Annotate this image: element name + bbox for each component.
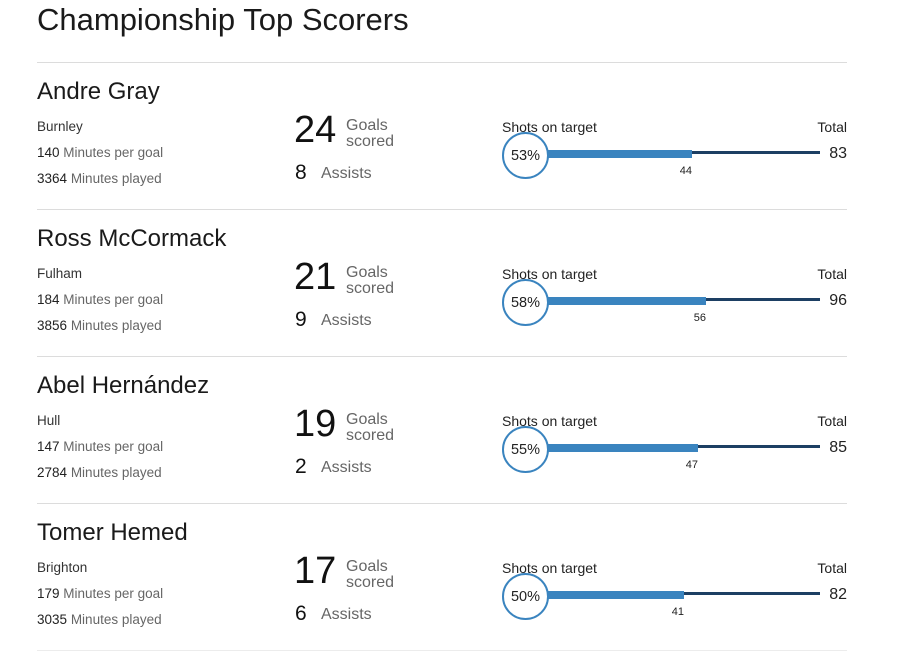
player-club: Brighton [37,560,88,575]
minutes-per-goal: 140 Minutes per goal [37,145,163,160]
minutes-played-label: Minutes played [70,465,162,480]
divider [37,62,847,63]
assists-label: Assists [321,165,372,182]
minutes-played-label: Minutes played [70,171,162,186]
minutes-played-label: Minutes played [70,318,162,333]
shots-on-target-percentage: 58% [502,279,549,326]
shots-total-value: 83 [829,145,847,162]
player-name: Andre Gray [37,78,160,105]
goals-label-line1: Goals [346,558,388,575]
goals-label-line1: Goals [346,117,388,134]
assists-value: 8 [295,161,307,184]
shots-on-target-value: 44 [679,165,692,177]
player-card: Ross McCormack Fulham 184 Minutes per go… [0,210,924,350]
minutes-played: 3856 Minutes played [37,318,162,333]
shots-on-target-value: 41 [671,606,684,618]
goals-label-line1: Goals [346,411,388,428]
goals-label: Goals scored [346,559,406,591]
shots-on-target-percentage: 55% [502,426,549,473]
minutes-per-goal: 147 Minutes per goal [37,439,163,454]
shots-total-bar [548,592,820,595]
total-label: Total [817,560,847,576]
assists-label: Assists [321,606,372,623]
goals-value: 17 [294,550,337,592]
shots-on-target-value: 47 [685,459,698,471]
minutes-played: 2784 Minutes played [37,465,162,480]
shots-on-target-label: Shots on target [502,413,597,429]
minutes-played-value: 3856 [37,318,68,333]
shots-total-value: 85 [829,439,847,456]
total-label: Total [817,413,847,429]
minutes-played-value: 3035 [37,612,68,627]
shots-on-target-bar [548,297,706,305]
minutes-per-goal-value: 140 [37,145,60,160]
player-name: Ross McCormack [37,225,227,252]
player-card: Abel Hernández Hull 147 Minutes per goal… [0,357,924,497]
goals-label-line2: scored [346,574,395,591]
minutes-per-goal: 184 Minutes per goal [37,292,163,307]
minutes-per-goal-label: Minutes per goal [63,586,164,601]
page-title: Championship Top Scorers [37,2,409,37]
shots-total-value: 96 [829,292,847,309]
goals-label-line2: scored [346,280,395,297]
minutes-played: 3035 Minutes played [37,612,162,627]
goals-label: Goals scored [346,412,406,444]
minutes-per-goal-label: Minutes per goal [63,292,164,307]
minutes-played-value: 3364 [37,171,68,186]
minutes-per-goal-value: 147 [37,439,60,454]
minutes-played: 3364 Minutes played [37,171,162,186]
shots-on-target-bar [548,444,698,452]
total-label: Total [817,266,847,282]
shots-on-target-label: Shots on target [502,560,597,576]
shots-on-target-label: Shots on target [502,266,597,282]
goals-value: 24 [294,109,337,151]
divider [37,650,847,651]
total-label: Total [817,119,847,135]
shots-on-target-label: Shots on target [502,119,597,135]
divider [37,356,847,357]
shots-on-target-value: 56 [693,312,706,324]
assists-value: 2 [295,455,307,478]
shots-on-target-bar [548,150,692,158]
assists-value: 9 [295,308,307,331]
player-name: Abel Hernández [37,372,210,399]
minutes-played-value: 2784 [37,465,68,480]
player-club: Burnley [37,119,83,134]
goals-value: 19 [294,403,337,445]
player-card: Tomer Hemed Brighton 179 Minutes per goa… [0,504,924,644]
minutes-per-goal: 179 Minutes per goal [37,586,163,601]
goals-label-line1: Goals [346,264,388,281]
player-club: Fulham [37,266,83,281]
minutes-played-label: Minutes played [70,612,162,627]
goals-label: Goals scored [346,265,406,297]
minutes-per-goal-label: Minutes per goal [63,145,164,160]
player-club: Hull [37,413,61,428]
shots-on-target-percentage: 50% [502,573,549,620]
minutes-per-goal-value: 179 [37,586,60,601]
player-name: Tomer Hemed [37,519,188,546]
divider [37,503,847,504]
assists-label: Assists [321,459,372,476]
goals-value: 21 [294,256,337,298]
shots-total-value: 82 [829,586,847,603]
assists-value: 6 [295,602,307,625]
divider [37,209,847,210]
shots-on-target-bar [548,591,684,599]
goals-label-line2: scored [346,133,395,150]
shots-on-target-percentage: 53% [502,132,549,179]
assists-label: Assists [321,312,372,329]
goals-label: Goals scored [346,118,406,150]
goals-label-line2: scored [346,427,395,444]
minutes-per-goal-label: Minutes per goal [63,439,164,454]
minutes-per-goal-value: 184 [37,292,60,307]
player-card: Andre Gray Burnley 140 Minutes per goal … [0,63,924,203]
